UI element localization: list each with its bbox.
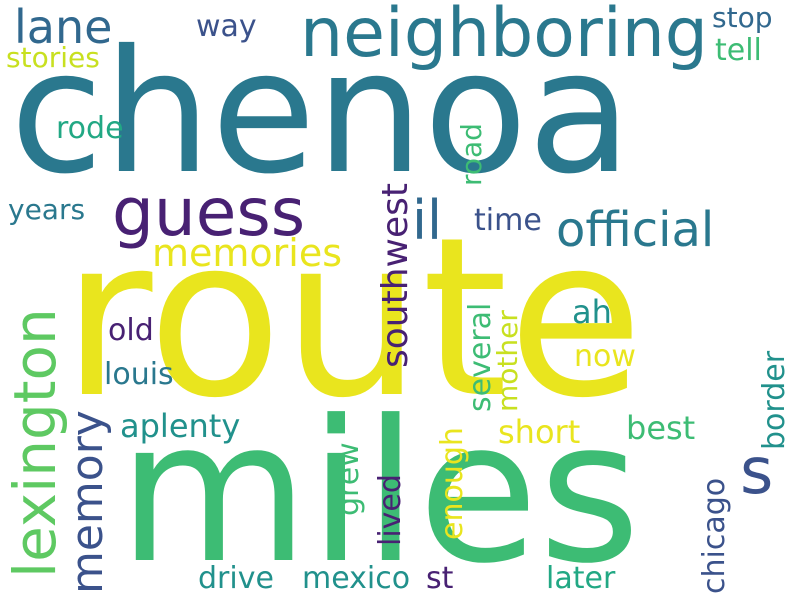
word-mother: mother — [491, 310, 524, 412]
word-mexico: mexico — [302, 561, 411, 596]
word-border: border — [757, 350, 792, 450]
word-official: official — [556, 202, 715, 258]
word-louis: louis — [104, 357, 174, 392]
word-memory: memory — [62, 410, 113, 594]
word-road: road — [455, 123, 488, 186]
word-lane: lane — [14, 0, 113, 54]
word-chicago: chicago — [697, 477, 732, 594]
word-later: later — [546, 561, 616, 596]
word-old: old — [108, 313, 154, 348]
word-drive: drive — [198, 561, 274, 596]
word-chenoa: chenoa — [10, 14, 632, 212]
word-rode: rode — [56, 111, 124, 146]
word-grew: grew — [331, 442, 366, 516]
word-stop: stop — [712, 1, 773, 34]
word-route: route — [62, 190, 644, 446]
word-il: il — [412, 189, 443, 252]
word-short: short — [498, 413, 581, 451]
word-s: s — [740, 435, 774, 509]
word-st: st — [426, 561, 454, 596]
word-tell: tell — [715, 33, 762, 68]
word-stories: stories — [6, 41, 100, 74]
word-lived: lived — [373, 474, 408, 546]
word-guess: guess — [112, 174, 306, 251]
word-years: years — [8, 193, 86, 226]
word-aplenty: aplenty — [120, 407, 241, 445]
word-memories: memories — [152, 231, 343, 275]
word-southwest: southwest — [375, 183, 416, 368]
word-way: way — [196, 9, 257, 44]
word-miles: miles — [118, 379, 641, 600]
word-best: best — [626, 409, 696, 447]
word-enough: enough — [435, 427, 470, 540]
word-time: time — [474, 203, 542, 238]
word-now: now — [574, 339, 636, 374]
word-neighboring: neighboring — [300, 0, 708, 73]
word-lexington: lexington — [1, 308, 69, 578]
word-ah: ah — [572, 293, 612, 331]
